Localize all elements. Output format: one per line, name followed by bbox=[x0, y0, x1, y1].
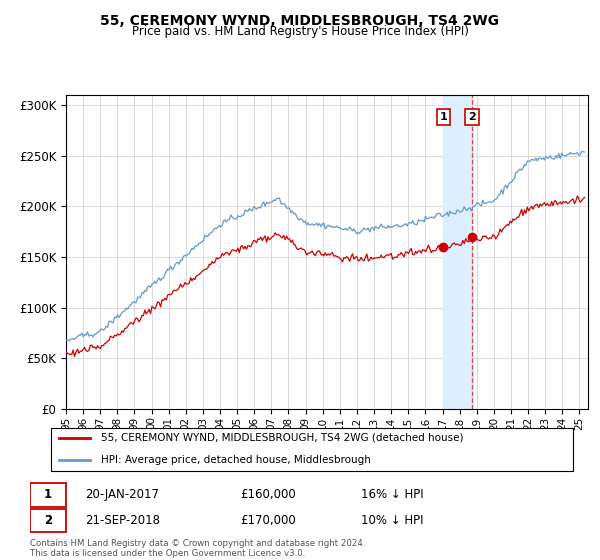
Text: 2: 2 bbox=[44, 514, 52, 527]
Text: Price paid vs. HM Land Registry's House Price Index (HPI): Price paid vs. HM Land Registry's House … bbox=[131, 25, 469, 38]
Text: 2: 2 bbox=[468, 112, 476, 122]
Text: 55, CEREMONY WYND, MIDDLESBROUGH, TS4 2WG (detached house): 55, CEREMONY WYND, MIDDLESBROUGH, TS4 2W… bbox=[101, 432, 463, 442]
Text: 20-JAN-2017: 20-JAN-2017 bbox=[85, 488, 159, 501]
Text: 1: 1 bbox=[440, 112, 447, 122]
FancyBboxPatch shape bbox=[30, 508, 66, 533]
Text: 21-SEP-2018: 21-SEP-2018 bbox=[85, 514, 160, 527]
Text: 16% ↓ HPI: 16% ↓ HPI bbox=[361, 488, 424, 501]
Text: HPI: Average price, detached house, Middlesbrough: HPI: Average price, detached house, Midd… bbox=[101, 455, 371, 465]
Text: £160,000: £160,000 bbox=[240, 488, 296, 501]
FancyBboxPatch shape bbox=[30, 483, 66, 507]
Text: 55, CEREMONY WYND, MIDDLESBROUGH, TS4 2WG: 55, CEREMONY WYND, MIDDLESBROUGH, TS4 2W… bbox=[101, 14, 499, 28]
Text: 1: 1 bbox=[44, 488, 52, 501]
Text: 10% ↓ HPI: 10% ↓ HPI bbox=[361, 514, 424, 527]
FancyBboxPatch shape bbox=[50, 427, 574, 472]
Bar bbox=[443, 95, 472, 409]
Text: Contains HM Land Registry data © Crown copyright and database right 2024.
This d: Contains HM Land Registry data © Crown c… bbox=[30, 539, 365, 558]
Text: £170,000: £170,000 bbox=[240, 514, 296, 527]
